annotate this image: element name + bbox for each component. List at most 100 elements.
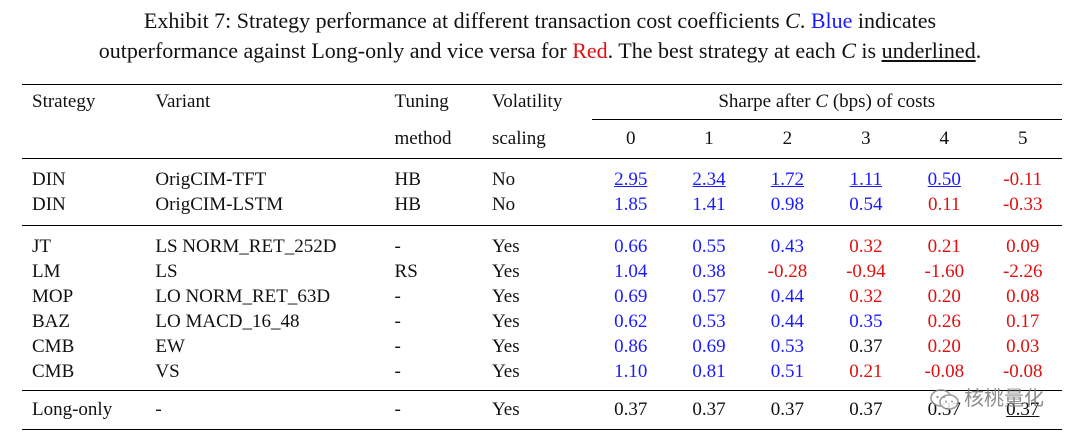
cell-variant: OrigCIM-TFT <box>155 168 267 190</box>
cell-sharpe-4: 0.50 <box>905 159 983 193</box>
cell-sharpe-1: 0.37 <box>669 390 749 430</box>
cell-sharpe-3: 0.37 <box>827 334 905 359</box>
cell-sharpe-2: -0.28 <box>748 259 826 284</box>
header-tuning-2: method <box>394 119 492 159</box>
cell-sharpe-4: 0.26 <box>905 309 983 334</box>
sharpe-value: 1.11 <box>849 168 883 190</box>
cell-sharpe-5: 0.37 <box>983 390 1062 430</box>
cell-sharpe-5: 0.17 <box>984 309 1062 334</box>
cell-strategy: JT <box>32 235 51 257</box>
sharpe-value: 0.20 <box>927 285 961 307</box>
cell-sharpe-3: 0.54 <box>826 192 906 226</box>
caption-line-1: Exhibit 7: Strategy performance at diffe… <box>143 8 937 33</box>
cell-sharpe-2: 0.51 <box>748 359 827 391</box>
cell-sharpe-5: -2.26 <box>984 259 1062 284</box>
table-row: BAZ LO MACD_16_48 - Yes 0.62 0.53 0.44 0.35 0.26… <box>22 309 1062 334</box>
cell-sharpe-1: 0.81 <box>669 359 749 391</box>
cell-tuning: RS <box>394 260 418 282</box>
cell-variant: VS <box>155 359 395 391</box>
cell-sharpe-2: 0.37 <box>748 390 827 430</box>
cell-sharpe-1: 0.55 <box>670 226 748 260</box>
header-cost-3: 3 <box>826 119 906 159</box>
header-row-1: Strategy Variant Tuning Volatility Sharp… <box>22 84 1062 120</box>
cell-tuning: - <box>394 335 401 357</box>
cell-variant: LS <box>155 260 178 282</box>
sharpe-value: 0.20 <box>927 335 961 357</box>
sharpe-value: 0.37 <box>1006 399 1040 420</box>
header-cost-2: 2 <box>748 119 827 159</box>
cell-sharpe-4: -1.60 <box>905 259 983 284</box>
sharpe-value: 0.86 <box>614 335 648 357</box>
cell-sharpe-5: 0.09 <box>984 226 1062 260</box>
sharpe-value: 0.69 <box>614 285 648 307</box>
header-tuning: Tuning <box>394 91 449 113</box>
header-cost-0: 0 <box>591 119 670 159</box>
sharpe-value: 0.32 <box>849 235 883 257</box>
caption-blue-word: Blue <box>810 8 853 33</box>
cell-sharpe-3: 0.35 <box>827 309 905 334</box>
sharpe-value: 0.51 <box>770 360 805 382</box>
cell-sharpe-3: 1.11 <box>827 159 905 193</box>
cell-sharpe-4: 0.11 <box>905 192 984 226</box>
header-variant: Variant <box>155 91 211 113</box>
cell-tuning: HB <box>394 192 492 226</box>
wechat-icon <box>930 388 959 410</box>
table-body: DIN OrigCIM-TFT HB No 2.95 2.34 1.72 1.11 0.50 -0… <box>22 159 1062 430</box>
cell-variant: LS NORM_RET_252D <box>155 235 337 257</box>
sharpe-value: 0.26 <box>927 310 961 332</box>
caption-line-2: outperformance against Long-only and vic… <box>98 38 982 63</box>
cell-volatility: Yes <box>491 260 520 282</box>
cell-variant: OrigCIM-LSTM <box>155 192 395 226</box>
cell-volatility: Yes <box>491 310 520 332</box>
cell-sharpe-1: 1.41 <box>669 192 749 226</box>
cell-sharpe-2: 0.44 <box>748 309 826 334</box>
sharpe-value: 2.95 <box>614 168 648 190</box>
sharpe-value: 0.57 <box>692 285 726 307</box>
sharpe-value: 0.55 <box>692 235 726 257</box>
cell-sharpe-3: 0.21 <box>826 359 906 391</box>
cell-volatility: Yes <box>491 359 592 391</box>
cell-volatility: No <box>491 192 592 226</box>
cell-tuning: - <box>394 390 492 430</box>
sharpe-value: 0.53 <box>770 335 805 357</box>
sharpe-value: 0.44 <box>770 310 805 332</box>
cell-sharpe-4: -0.08 <box>905 359 984 391</box>
header-volatility-2: scaling <box>491 119 592 159</box>
cell-sharpe-2: 0.53 <box>748 334 826 359</box>
table-row: CMB EW - Yes 0.86 0.69 0.53 0.37 0.20 0.03 <box>22 334 1062 359</box>
cell-sharpe-3: 0.37 <box>826 390 906 430</box>
cell-strategy: MOP <box>32 285 74 307</box>
sharpe-value: 1.41 <box>692 193 726 215</box>
cell-volatility: Yes <box>491 235 520 257</box>
table-row: CMB VS - Yes 1.10 0.81 0.51 0.21 -0.08 -0.08 <box>22 359 1062 391</box>
cell-sharpe-0: 2.95 <box>592 159 670 193</box>
sharpe-value: 0.62 <box>614 310 648 332</box>
cell-strategy: DIN <box>32 168 66 190</box>
sharpe-value: -2.26 <box>1002 260 1043 282</box>
sharpe-value: 0.81 <box>692 360 726 382</box>
cell-sharpe-5: -0.08 <box>983 359 1062 391</box>
sharpe-value: 1.04 <box>614 260 648 282</box>
header-strategy: Strategy <box>32 91 96 113</box>
cell-sharpe-1: 0.57 <box>670 284 748 309</box>
sharpe-value: 1.10 <box>614 360 648 382</box>
sharpe-value: -0.08 <box>924 360 965 382</box>
table-row: DIN OrigCIM-LSTM HB No 1.85 1.41 0.98 0.54 0.11 -… <box>22 192 1062 226</box>
cell-sharpe-4: 0.20 <box>905 334 983 359</box>
sharpe-value: 0.44 <box>770 285 805 307</box>
sharpe-value: -0.08 <box>1002 360 1043 382</box>
sharpe-value: 0.66 <box>614 235 648 257</box>
cell-strategy: CMB <box>22 359 156 391</box>
cell-variant: - <box>155 390 395 430</box>
sharpe-value: 0.09 <box>1006 235 1040 257</box>
table-row: Long-only - - Yes 0.37 0.37 0.37 0.37 0.37 0.37 <box>22 390 1062 430</box>
cell-sharpe-1: 0.38 <box>670 259 748 284</box>
sharpe-value: 0.32 <box>849 285 883 307</box>
header-volatility: Volatility <box>491 91 563 113</box>
sharpe-value: 2.34 <box>692 168 726 190</box>
cell-tuning: - <box>394 235 401 257</box>
cell-tuning: HB <box>394 168 421 190</box>
cell-sharpe-2: 1.72 <box>748 159 826 193</box>
sharpe-value: 0.53 <box>692 310 726 332</box>
